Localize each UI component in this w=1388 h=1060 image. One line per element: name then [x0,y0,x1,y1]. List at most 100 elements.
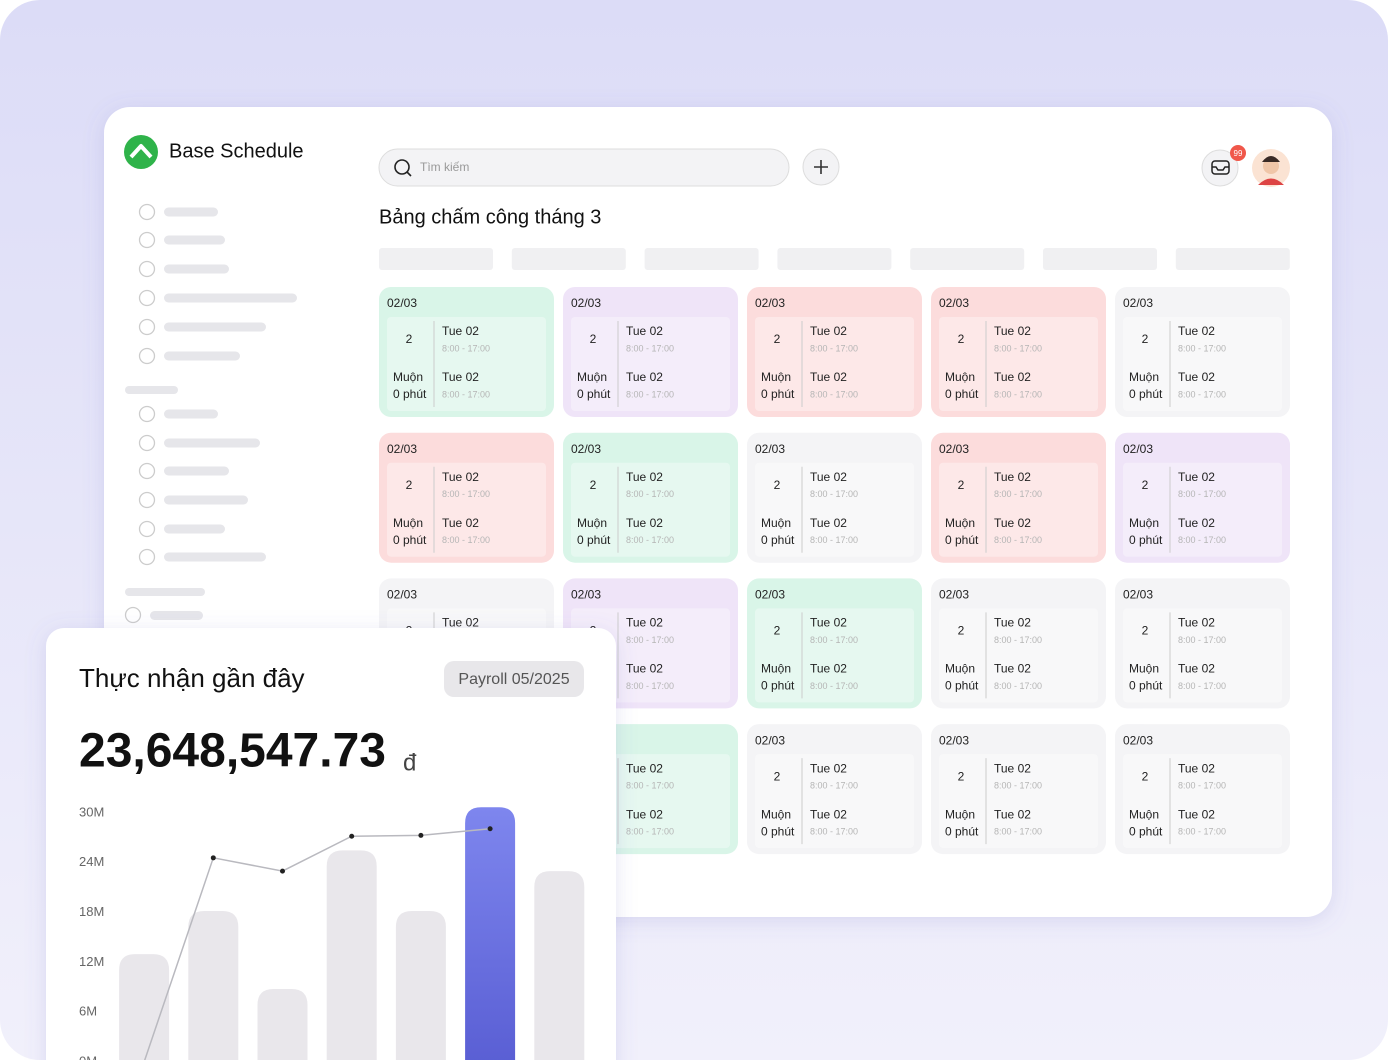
sidebar-icon [138,289,156,307]
cell-panel [571,317,730,411]
cell-date: 02/03 [1123,733,1153,747]
schedule-cell[interactable]: 02/03 2 Tue 02 8:00 - 17:00 Muộn 0 phút Tue 02… [379,432,554,563]
cell-mins: 0 phút [577,387,611,401]
schedule-cell[interactable]: 02/03 2 Tue 02 8:00 - 17:00 Muộn 0 phút Tue 02… [931,432,1106,563]
sidebar-item [164,409,218,419]
sidebar-item [164,466,229,476]
cell-date: 02/03 [571,296,601,310]
sidebar-icon [138,405,156,423]
cell-late: Muộn [761,370,791,384]
cell-late: Muộn [577,516,607,530]
schedule-cell[interactable]: 02/03 2 Tue 02 8:00 - 17:00 Muộn 0 phút Tue 02… [563,432,738,563]
cell-mins: 0 phút [1129,679,1163,693]
sidebar-icon [138,203,156,221]
cell-day1: Tue 02 [994,616,1031,630]
cell-date: 02/03 [755,442,785,456]
avatar-shirt [1258,178,1284,185]
cell-late: Muộn [945,662,975,676]
cell-bg [1115,432,1290,563]
main: Base Schedule Tìm kiếm 99 Bảng chấm công… [124,135,1290,624]
cell-day1: Tue 02 [626,616,663,630]
cell-time2: 8:00 - 17:00 [442,535,490,545]
sidebar-section [125,386,178,394]
schedule-cell[interactable]: 02/03 2 Tue 02 8:00 - 17:00 Muộn 0 phút Tue 02… [1115,724,1290,855]
trend-point [418,832,424,838]
cell-bg [747,724,922,855]
cell-panel [939,462,1098,557]
bar [119,954,170,1060]
cell-count: 2 [958,624,965,638]
cell-time1: 8:00 - 17:00 [1178,780,1226,790]
badge-count: 99 [1234,149,1243,158]
cell-day1: Tue 02 [994,324,1031,338]
cell-panel [387,462,546,557]
cell-day2: Tue 02 [626,370,663,384]
badge [1230,145,1246,161]
logo [124,135,158,169]
cell-count: 2 [1142,624,1149,638]
cell-date: 02/03 [387,588,417,602]
cell-bg [1115,287,1290,417]
schedule-cell[interactable]: 02/03 2 Tue 02 8:00 - 17:00 Muộn 0 phút Tue 02… [747,578,922,709]
cell-mins: 0 phút [761,679,795,693]
sidebar-item [164,264,229,274]
cell-count: 2 [406,478,413,492]
cell-time2: 8:00 - 17:00 [810,389,858,399]
sidebar-item [164,207,218,217]
cell-time2: 8:00 - 17:00 [994,389,1042,399]
cell-bg [747,432,922,563]
cell-late: Muộn [1129,807,1159,821]
cell-count: 2 [1142,332,1149,346]
cell-panel [755,462,914,557]
cell-day2: Tue 02 [1178,662,1215,676]
cell-time1: 8:00 - 17:00 [994,343,1042,353]
cell-day2: Tue 02 [626,807,663,821]
cell-date: 02/03 [571,588,601,602]
cell-day1: Tue 02 [626,761,663,775]
sidebar-icon [138,260,156,278]
schedule-cell[interactable]: 02/03 2 Tue 02 8:00 - 17:00 Muộn 0 phút Tue 02… [1115,287,1290,417]
cell-day2: Tue 02 [1178,516,1215,530]
sidebar-icon [124,606,142,624]
cell-day2: Tue 02 [994,516,1031,530]
cell-day1: Tue 02 [626,470,663,484]
cell-count: 2 [774,624,781,638]
schedule-cell[interactable]: 02/03 2 Tue 02 8:00 - 17:00 Muộn 0 phút Tue 02… [563,287,738,417]
cell-date: 02/03 [755,733,785,747]
header-placeholder [1175,248,1290,270]
schedule-cell[interactable]: 02/03 2 Tue 02 8:00 - 17:00 Muộn 0 phút Tue 02… [1115,432,1290,563]
cell-date: 02/03 [755,588,785,602]
cell-date: 02/03 [1123,296,1153,310]
schedule-cell[interactable]: 02/03 2 Tue 02 8:00 - 17:00 Muộn 0 phút Tue 02… [931,287,1106,417]
schedule-cell[interactable]: 02/03 2 Tue 02 8:00 - 17:00 Muộn 0 phút Tue 02… [931,578,1106,709]
schedule-cell[interactable]: 02/03 2 Tue 02 8:00 - 17:00 Muộn 0 phút Tue 02… [747,432,922,563]
cell-day2: Tue 02 [810,662,847,676]
payroll-chart: Thực nhận gần đây Payroll 05/2025 23,648… [79,661,585,1060]
sidebar-item [164,322,266,332]
inbox-button[interactable] [1201,149,1239,187]
cell-day1: Tue 02 [442,616,479,630]
payroll-tag[interactable] [444,661,584,697]
search-bar[interactable] [378,148,790,187]
schedule-cell[interactable]: 02/03 2 Tue 02 8:00 - 17:00 Muộn 0 phút Tue 02… [1115,578,1290,709]
header-placeholder [1043,248,1157,270]
cell-time1: 8:00 - 17:00 [994,635,1042,645]
cell-time2: 8:00 - 17:00 [1178,681,1226,691]
cell-day2: Tue 02 [994,370,1031,384]
trend-point [349,833,355,839]
cell-panel [387,317,546,411]
cell-day2: Tue 02 [1178,370,1215,384]
cell-time2: 8:00 - 17:00 [626,389,674,399]
cell-mins: 0 phút [761,387,795,401]
schedule-cell[interactable]: 02/03 2 Tue 02 8:00 - 17:00 Muộn 0 phút Tue 02… [379,287,554,417]
schedule-cell[interactable]: 02/03 2 Tue 02 8:00 - 17:00 Muộn 0 phút Tue 02… [747,287,922,417]
cell-mins: 0 phút [577,533,611,547]
schedule-cell[interactable]: 02/03 2 Tue 02 8:00 - 17:00 Muộn 0 phút Tue 02… [747,724,922,855]
cell-mins: 0 phút [945,824,979,838]
cell-date: 02/03 [571,442,601,456]
cell-late: Muộn [945,516,975,530]
search-icon [406,171,412,177]
schedule-cell[interactable]: 02/03 2 Tue 02 8:00 - 17:00 Muộn 0 phút Tue 02… [931,724,1106,855]
cell-time1: 8:00 - 17:00 [994,489,1042,499]
cell-date: 02/03 [939,588,969,602]
